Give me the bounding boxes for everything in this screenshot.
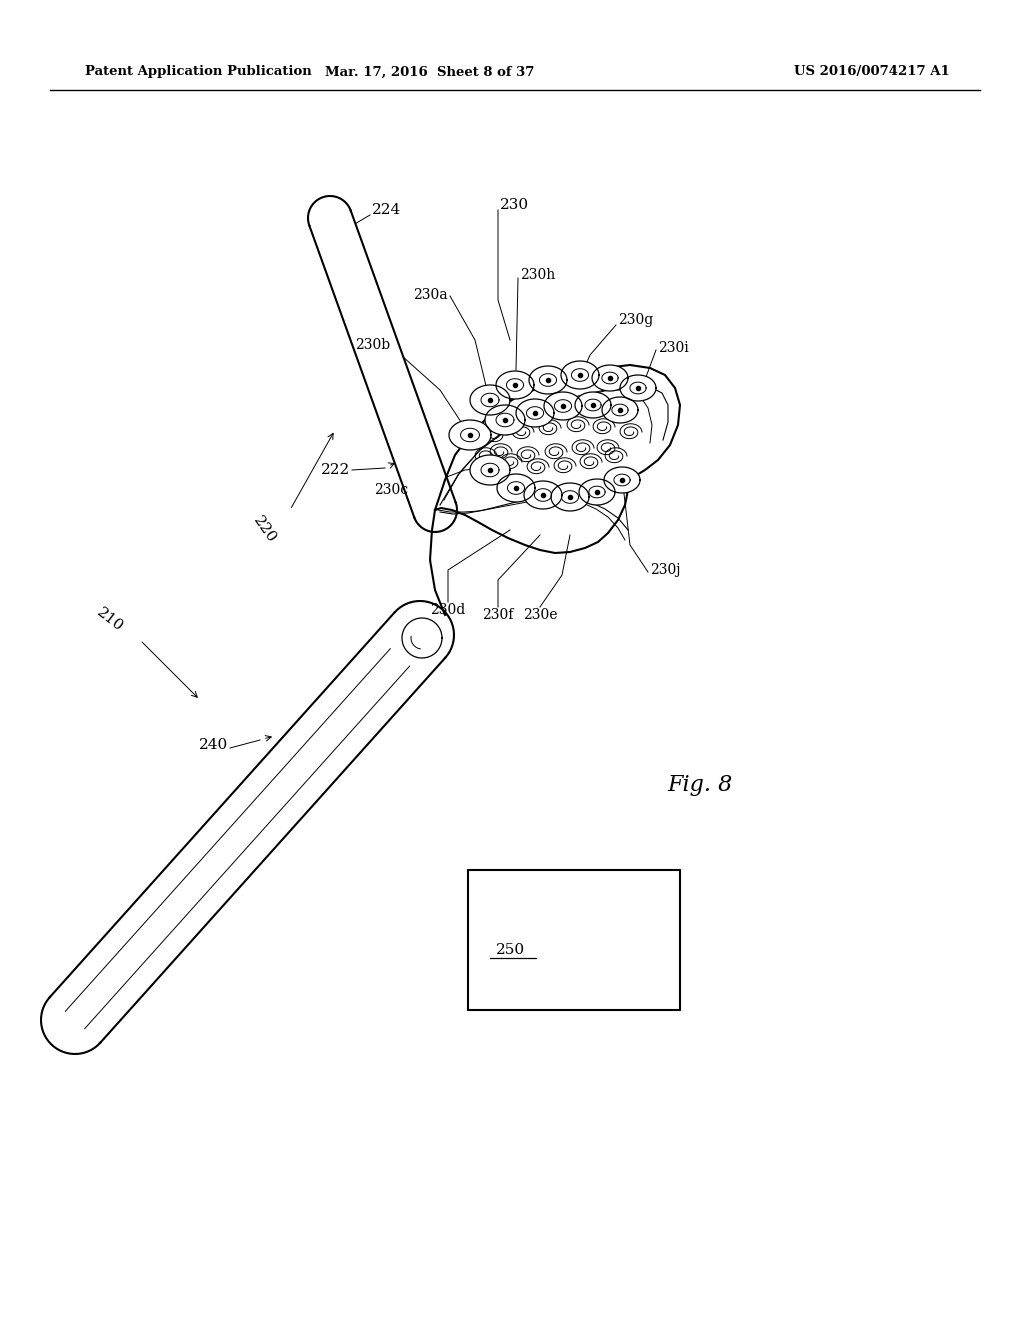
Polygon shape — [551, 483, 589, 511]
Text: 250: 250 — [496, 942, 525, 957]
Polygon shape — [592, 366, 628, 391]
Polygon shape — [402, 618, 442, 657]
Text: 230f: 230f — [482, 609, 514, 622]
Text: 230: 230 — [500, 198, 529, 213]
Polygon shape — [435, 366, 680, 553]
Polygon shape — [516, 399, 554, 426]
Polygon shape — [602, 397, 638, 422]
Text: 220: 220 — [251, 513, 280, 546]
Text: Mar. 17, 2016  Sheet 8 of 37: Mar. 17, 2016 Sheet 8 of 37 — [326, 66, 535, 78]
Polygon shape — [544, 392, 582, 420]
Text: 230e: 230e — [522, 609, 557, 622]
Polygon shape — [604, 467, 640, 492]
Text: 240: 240 — [199, 738, 228, 752]
Text: US 2016/0074217 A1: US 2016/0074217 A1 — [795, 66, 950, 78]
Polygon shape — [485, 405, 525, 436]
Text: 230g: 230g — [618, 313, 653, 327]
Text: 230c: 230c — [374, 483, 408, 498]
Polygon shape — [50, 612, 445, 1043]
Text: 230d: 230d — [430, 603, 466, 616]
Polygon shape — [309, 211, 456, 517]
Text: 224: 224 — [372, 203, 401, 216]
Polygon shape — [496, 371, 534, 399]
Polygon shape — [524, 480, 562, 510]
Text: 230b: 230b — [355, 338, 390, 352]
Bar — [468, 870, 680, 1010]
Polygon shape — [579, 479, 615, 506]
Polygon shape — [497, 474, 535, 502]
Polygon shape — [561, 360, 599, 389]
Polygon shape — [470, 455, 510, 484]
Text: Patent Application Publication: Patent Application Publication — [85, 66, 311, 78]
Text: 230j: 230j — [650, 564, 681, 577]
Polygon shape — [470, 385, 510, 414]
Text: 230i: 230i — [658, 341, 689, 355]
Text: 222: 222 — [321, 463, 350, 477]
Polygon shape — [529, 366, 567, 393]
Text: Fig. 8: Fig. 8 — [668, 774, 732, 796]
Text: 230h: 230h — [520, 268, 555, 282]
Polygon shape — [620, 375, 656, 401]
Text: 210: 210 — [94, 606, 126, 635]
Polygon shape — [575, 392, 611, 418]
Polygon shape — [449, 420, 490, 450]
Text: 230a: 230a — [414, 288, 449, 302]
